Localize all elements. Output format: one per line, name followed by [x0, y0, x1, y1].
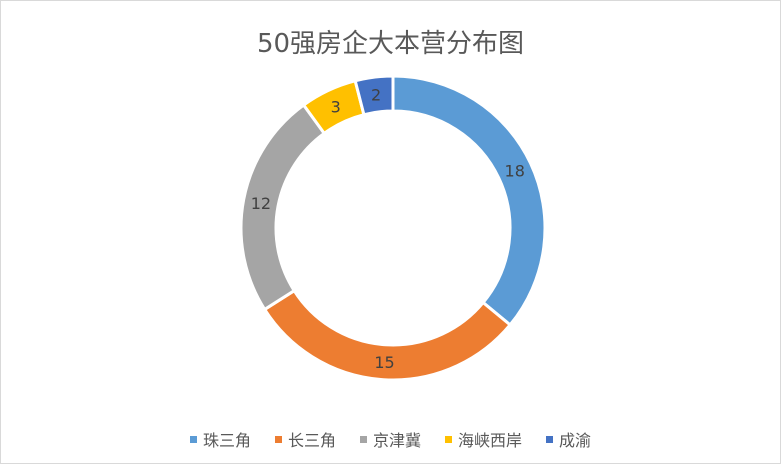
data-label: 18	[505, 162, 525, 181]
legend-item: 海峡西岸	[445, 427, 522, 451]
legend-label: 长三角	[287, 431, 336, 450]
legend-swatch	[274, 435, 282, 443]
legend-item: 珠三角	[189, 427, 251, 451]
legend-label: 海峡西岸	[458, 431, 523, 450]
legend-item: 成渝	[546, 427, 591, 451]
legend: 珠三角 长三角 京津冀 海峡西岸 成渝	[1, 427, 780, 451]
data-label: 3	[331, 97, 341, 116]
legend-label: 成渝	[559, 431, 592, 450]
legend-swatch	[189, 435, 197, 443]
data-label: 12	[251, 194, 271, 213]
donut-slice-1	[391, 74, 547, 328]
donut-slice-5	[353, 74, 395, 117]
legend-swatch	[359, 435, 367, 443]
legend-swatch	[445, 435, 452, 443]
legend-item: 长三角	[274, 427, 336, 451]
legend-label: 珠三角	[202, 431, 251, 450]
legend-label: 京津冀	[372, 431, 421, 450]
legend-item: 京津冀	[359, 427, 421, 451]
data-label: 15	[374, 353, 394, 372]
chart-title: 50强房企大本营分布图	[256, 29, 525, 59]
data-label: 2	[371, 86, 381, 105]
legend-swatch	[546, 435, 554, 443]
